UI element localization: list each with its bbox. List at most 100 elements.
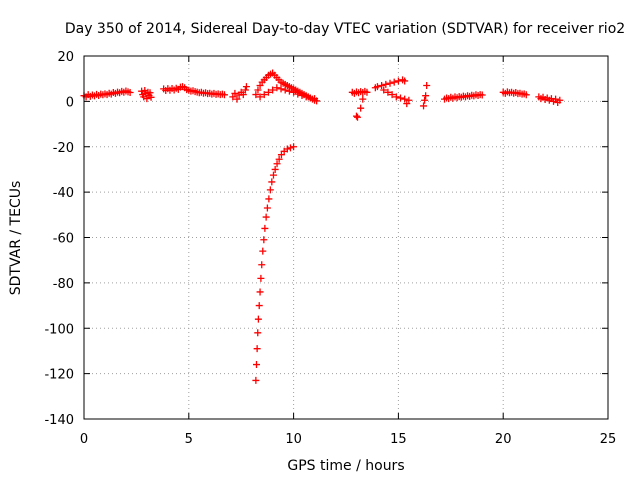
data-point — [264, 88, 272, 96]
data-point — [146, 89, 154, 97]
data-point — [421, 96, 429, 104]
data-point — [263, 204, 271, 212]
x-axis-label: GPS time / hours — [287, 458, 404, 474]
data-point — [285, 87, 293, 95]
data-point — [256, 288, 264, 296]
data-point — [147, 93, 155, 101]
data-point — [268, 178, 276, 186]
data-point — [352, 112, 360, 120]
data-point — [260, 91, 268, 99]
data-point — [373, 83, 381, 91]
data-point — [258, 261, 266, 269]
y-tick-label: -140 — [44, 413, 74, 428]
grid-lines — [84, 56, 608, 419]
y-tick-label: -80 — [53, 277, 74, 292]
data-point — [233, 95, 241, 103]
data-point — [138, 87, 146, 95]
data-point — [257, 274, 265, 282]
data-point — [298, 91, 306, 99]
data-point — [478, 91, 486, 99]
y-axis-ticks: 20 0 -20 -40 -60 -80 -100 -120 -140 — [44, 50, 608, 428]
data-point — [241, 86, 249, 94]
data-point — [354, 113, 362, 121]
x-tick-label: 15 — [390, 432, 407, 447]
y-tick-label: -40 — [53, 186, 74, 201]
data-point — [275, 155, 283, 163]
data-point — [386, 79, 394, 87]
data-point — [265, 195, 273, 203]
data-point — [522, 91, 530, 99]
data-point — [357, 104, 365, 112]
x-tick-label: 5 — [185, 432, 193, 447]
x-tick-label: 25 — [600, 432, 617, 447]
data-point — [255, 302, 263, 310]
data-point — [422, 92, 430, 100]
data-point — [382, 80, 390, 88]
data-point — [271, 165, 279, 173]
data-point — [401, 95, 409, 103]
data-point — [294, 90, 302, 98]
data-point — [254, 315, 262, 323]
plot-frame — [83, 55, 609, 420]
data-point — [231, 89, 239, 97]
data-point — [420, 102, 428, 110]
data-point — [273, 84, 281, 92]
data-point — [384, 88, 392, 96]
data-point — [254, 329, 262, 337]
chart-title: Day 350 of 2014, Sidereal Day-to-day VTE… — [65, 21, 625, 37]
data-point — [286, 144, 294, 152]
data-point — [359, 95, 367, 103]
data-point — [390, 78, 398, 86]
data-point — [290, 143, 298, 151]
data-point — [256, 93, 264, 101]
data-point — [290, 88, 298, 96]
data-point — [306, 94, 314, 102]
y-tick-label: 0 — [66, 95, 74, 110]
data-point — [394, 77, 402, 85]
data-point — [403, 100, 411, 108]
data-point — [311, 95, 319, 103]
data-point — [392, 93, 400, 101]
data-point — [220, 91, 228, 99]
data-point — [388, 91, 396, 99]
data-point — [401, 77, 409, 85]
x-tick-label: 0 — [80, 432, 88, 447]
data-point — [269, 171, 277, 179]
data-points — [80, 69, 564, 384]
data-point — [254, 86, 262, 94]
data-point — [266, 186, 274, 194]
data-point — [252, 91, 260, 99]
data-point — [260, 236, 268, 244]
data-point — [423, 81, 431, 89]
data-point — [269, 86, 277, 94]
data-point — [378, 81, 386, 89]
data-point — [363, 88, 371, 96]
data-point — [262, 213, 270, 221]
data-point — [556, 96, 564, 104]
y-tick-label: -20 — [53, 141, 74, 156]
data-point — [261, 224, 269, 232]
data-point — [396, 94, 404, 102]
x-tick-label: 10 — [285, 432, 302, 447]
data-point — [273, 160, 281, 168]
data-point — [302, 93, 310, 101]
y-tick-label: 20 — [57, 50, 74, 65]
data-point — [281, 86, 289, 94]
data-point — [252, 376, 260, 384]
data-point — [277, 85, 285, 93]
data-point — [380, 86, 388, 94]
data-point — [253, 361, 261, 369]
y-axis-label: SDTVAR / TECUs — [8, 181, 24, 296]
data-point — [283, 145, 291, 153]
data-point — [242, 83, 250, 91]
x-axis-ticks: 0 5 10 15 20 25 — [80, 56, 616, 447]
data-point — [239, 91, 247, 99]
data-point — [126, 89, 134, 97]
y-tick-label: -100 — [44, 322, 74, 337]
data-point — [253, 345, 261, 353]
y-tick-label: -60 — [53, 232, 74, 247]
x-tick-label: 20 — [495, 432, 512, 447]
y-tick-label: -120 — [44, 368, 74, 383]
data-point — [259, 247, 267, 255]
